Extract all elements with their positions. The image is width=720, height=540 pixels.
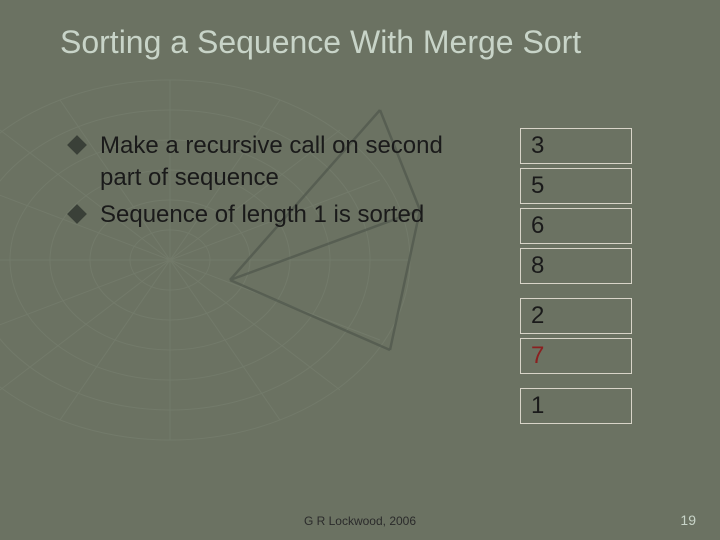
diamond-bullet-icon (67, 204, 87, 224)
sequence-cell: 5 (520, 168, 632, 204)
sequence-cell: 6 (520, 208, 632, 244)
slide-title: Sorting a Sequence With Merge Sort (60, 24, 700, 61)
sequence-cell: 1 (520, 388, 632, 424)
page-number: 19 (680, 512, 696, 528)
group-spacer (520, 378, 632, 388)
bullet-text: Make a recursive call on second part of … (100, 130, 450, 195)
sequence-cell: 8 (520, 248, 632, 284)
bullet-text: Sequence of length 1 is sorted (100, 199, 424, 231)
group-spacer (520, 288, 632, 298)
sequence-cell: 2 (520, 298, 632, 334)
diamond-bullet-icon (67, 135, 87, 155)
bullet-item: Make a recursive call on second part of … (70, 130, 450, 195)
sequence-boxes: 3 5 6 8 2 7 1 (520, 128, 632, 428)
footer-credit: G R Lockwood, 2006 (0, 514, 720, 528)
bullet-list: Make a recursive call on second part of … (70, 130, 450, 235)
bullet-item: Sequence of length 1 is sorted (70, 199, 450, 231)
sequence-cell: 3 (520, 128, 632, 164)
sequence-cell: 7 (520, 338, 632, 374)
